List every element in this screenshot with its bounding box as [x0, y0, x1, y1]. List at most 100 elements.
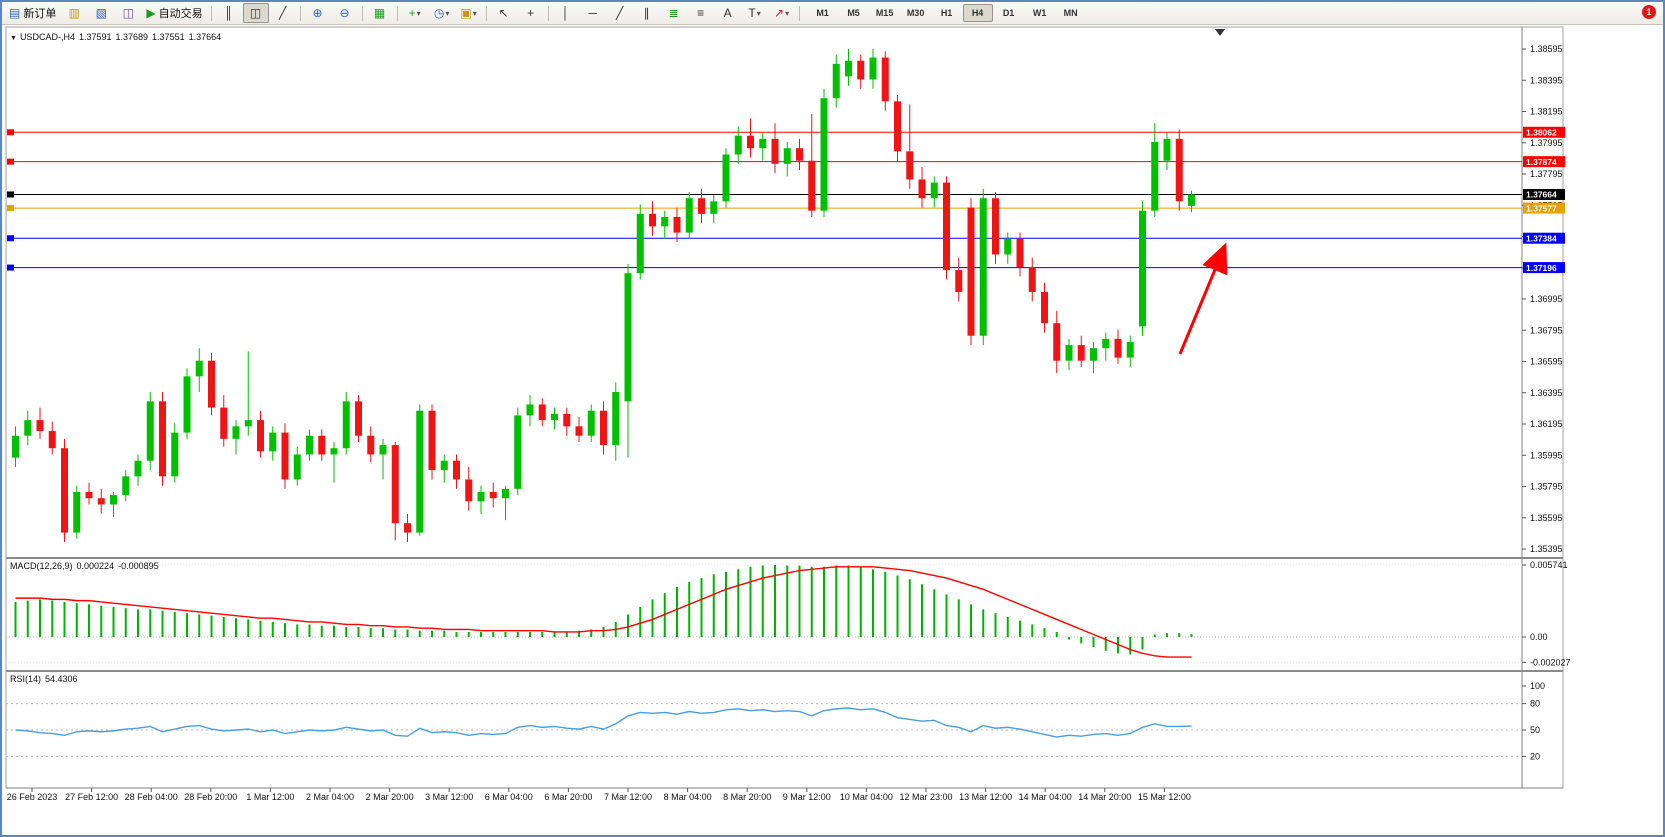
macd-scale-label: 0.005741: [1530, 560, 1568, 570]
toolbar-separator: [361, 5, 363, 21]
macd-signal-line: [15, 566, 1192, 658]
trendline-tool-button[interactable]: ╱: [607, 3, 633, 23]
candle-body: [1016, 238, 1024, 267]
candlestick-mode-button[interactable]: ◫: [242, 3, 269, 23]
crosshair-tool-button[interactable]: +: [518, 3, 544, 23]
fibonacci-icon: ≣: [668, 6, 679, 20]
rsi-scale-label: 50: [1530, 725, 1540, 735]
fibonacci-tool-button[interactable]: ≣: [661, 3, 687, 23]
label-tool-button[interactable]: T ▾: [742, 3, 768, 23]
candle-body: [1163, 138, 1171, 161]
price-tick-label: 1.37795: [1530, 169, 1563, 179]
line-chart-mode-button[interactable]: ╱: [270, 3, 296, 23]
tile-windows-icon: ▦: [373, 6, 386, 20]
cursor-tool-button[interactable]: ↖: [491, 3, 517, 23]
timeframe-button-M15[interactable]: M15: [875, 8, 894, 18]
rsi-line: [15, 707, 1192, 738]
templates-button[interactable]: ▣ ▾: [456, 3, 482, 23]
candle-body: [318, 435, 326, 455]
chart-collapse-icon[interactable]: ▼: [10, 35, 17, 42]
horizontal-line-tool-button[interactable]: ─: [580, 3, 606, 23]
bar-chart-icon: ║: [224, 6, 233, 20]
candle-body: [1028, 266, 1036, 292]
price-tag[interactable]: [1523, 156, 1565, 168]
candle-body: [722, 154, 730, 202]
candle-body: [734, 135, 742, 155]
chart-open-value: 1.37591: [78, 32, 112, 42]
candle-body: [649, 213, 656, 227]
zoom-out-button[interactable]: ⊖: [332, 3, 358, 23]
candle-body: [355, 401, 362, 436]
timeframe-button-H1[interactable]: H1: [940, 8, 953, 18]
timeframe-button-M1[interactable]: M1: [816, 8, 829, 18]
timeframe-button-H4[interactable]: H4: [962, 4, 993, 22]
candle-body: [857, 60, 865, 80]
notification-badge[interactable]: 1: [1642, 5, 1656, 19]
candle-body: [269, 432, 277, 452]
price-tick-label: 1.36395: [1530, 388, 1563, 398]
bar-chart-mode-button[interactable]: ║: [216, 3, 242, 23]
price-tag[interactable]: [1523, 202, 1565, 214]
candle-body: [1041, 291, 1048, 324]
price-tag-label: 1.37196: [1526, 263, 1557, 273]
candle-body: [97, 498, 105, 505]
timeframe-button-M30[interactable]: M30: [906, 8, 925, 18]
candle-body: [759, 138, 767, 149]
price-tick-label: 1.38395: [1530, 75, 1563, 85]
level-line-marker: [7, 205, 14, 212]
candle-body: [575, 426, 583, 436]
candle-body: [600, 410, 607, 446]
channel-tool-button[interactable]: ∥: [634, 3, 660, 23]
timeframe-button-W1[interactable]: W1: [1032, 8, 1047, 18]
price-tick-label: 1.38595: [1530, 44, 1563, 54]
candle-body: [232, 426, 240, 439]
candle-body: [134, 460, 142, 477]
price-tag[interactable]: [1523, 262, 1565, 274]
horizontal-line-icon: ─: [588, 6, 597, 20]
cursor-icon: ↖: [498, 6, 509, 20]
channel-icon: ∥: [643, 6, 650, 20]
vertical-line-tool-button[interactable]: │: [553, 3, 579, 23]
arrows-tool-button[interactable]: ↗ ▾: [769, 3, 795, 23]
candle-body: [587, 410, 595, 436]
candle-body: [440, 460, 448, 471]
candle-body: [404, 523, 411, 533]
text-tool-button[interactable]: A: [715, 3, 741, 23]
new-order-icon: ▤: [9, 6, 21, 20]
new-chart-button[interactable]: ▥: [61, 3, 87, 23]
chevron-down-icon: ▾: [445, 8, 450, 18]
tile-windows-button[interactable]: ▦: [367, 3, 393, 23]
timeframe-button-M5[interactable]: M5: [847, 8, 860, 18]
autotrading-play-icon: ▶: [146, 6, 156, 20]
zoom-in-icon: ⊕: [312, 6, 323, 20]
price-tag[interactable]: [1523, 188, 1565, 200]
new-order-button[interactable]: ▤ 新订单: [5, 3, 60, 23]
indicators-button[interactable]: + ▾: [402, 3, 428, 23]
timeframe-button-MN[interactable]: MN: [1063, 8, 1078, 18]
periods-button[interactable]: ◷ ▾: [429, 3, 455, 23]
zoom-out-icon: ⊖: [339, 6, 350, 20]
candle-body: [428, 410, 436, 471]
candle-body: [379, 445, 387, 455]
toolbar: ▤ 新订单 ▥ ▧ ◫ ▶ 自动交易 ║ ◫ ╱ ⊕ ⊖ ▦ + ▾ ◷ ▾: [2, 2, 1663, 25]
chart-title: ▼ USDCAD-,H4 1.37591 1.37689 1.37551 1.37664: [10, 32, 225, 42]
timeframe-button-D1[interactable]: D1: [1002, 8, 1015, 18]
time-tick-label: 26 Feb 2023: [7, 792, 58, 802]
time-tick-label: 14 Mar 04:00: [1019, 792, 1072, 802]
zoom-in-button[interactable]: ⊕: [305, 3, 331, 23]
autotrading-button[interactable]: ▶ 自动交易: [142, 3, 206, 23]
levels-tool-button[interactable]: ≡: [688, 3, 714, 23]
profiles-button[interactable]: ▧: [88, 3, 114, 23]
price-tag[interactable]: [1523, 232, 1565, 244]
candle-body: [526, 404, 534, 416]
data-window-button[interactable]: ◫: [115, 3, 141, 23]
candle-body: [943, 182, 950, 271]
new-order-label: 新订单: [23, 8, 57, 20]
price-tag[interactable]: [1523, 126, 1565, 138]
candle-body: [342, 401, 350, 449]
rsi-scale-label: 100: [1530, 681, 1545, 691]
annotation-arrow[interactable]: [1178, 242, 1228, 355]
candle-body: [1126, 341, 1134, 358]
candle-body: [563, 413, 571, 427]
